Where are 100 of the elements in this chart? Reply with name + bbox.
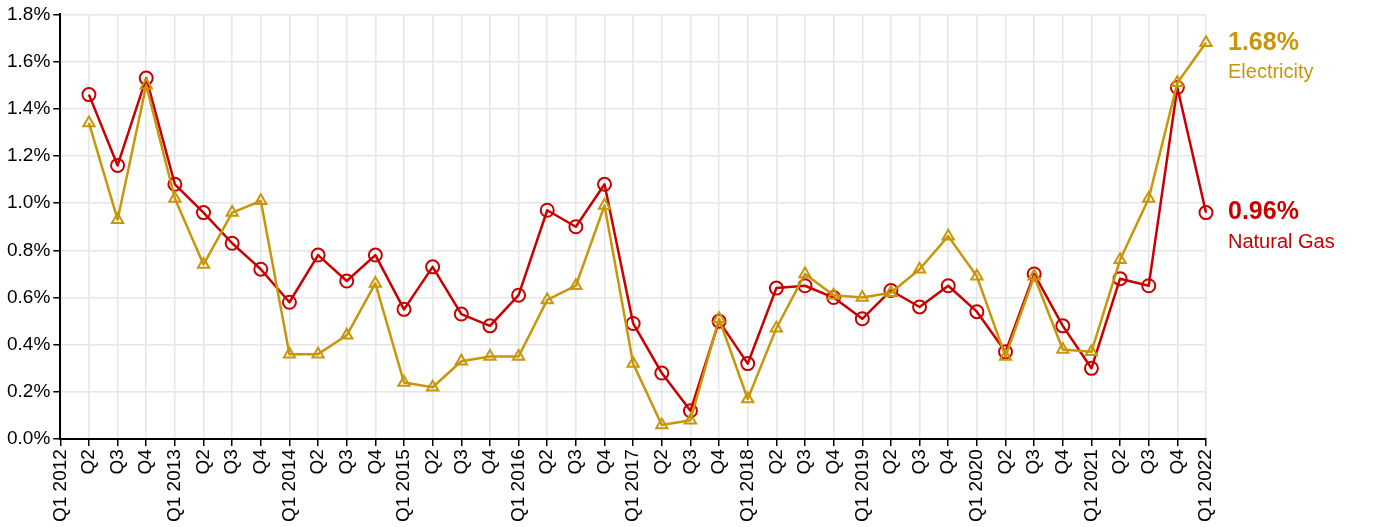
point (682, 403, 698, 419)
x-tick-label: Q1 2018 (735, 449, 757, 523)
series-label: Natural Gas (1228, 230, 1335, 253)
point (453, 306, 469, 322)
point (912, 261, 927, 274)
y-tick-label: 1.6% (6, 49, 51, 71)
data-label: 0.96% (1228, 196, 1299, 225)
x-tick-label: Q4 (1165, 448, 1187, 475)
point (768, 280, 784, 296)
point (196, 205, 212, 221)
y-tick-label: 0.6% (6, 285, 51, 307)
x-tick-label: Q1 2020 (965, 449, 987, 523)
point (626, 356, 640, 368)
point (1056, 341, 1070, 354)
x-tick-label: Q1 2017 (621, 449, 643, 523)
point (827, 287, 841, 300)
point (110, 157, 126, 173)
x-tick-label: Q1 2012 (48, 449, 70, 523)
x-tick-label: Q3 (334, 449, 356, 475)
x-tick-label: Q2 (993, 449, 1015, 475)
x-tick-label: Q2 (879, 449, 901, 475)
point (855, 290, 869, 302)
x-tick-label: Q2 (650, 449, 672, 475)
point (397, 374, 411, 387)
point (167, 176, 183, 192)
y-tick-label: 1.0% (6, 191, 51, 213)
x-tick-label: Q1 2015 (392, 449, 414, 523)
point (339, 273, 355, 289)
point (367, 247, 383, 263)
x-tick-label: Q2 (191, 449, 213, 475)
point (340, 327, 354, 340)
point (970, 268, 984, 281)
point (225, 205, 239, 217)
point (941, 228, 955, 241)
x-tick-label: Q4 (134, 448, 156, 475)
y-tick-label: 0.0% (6, 427, 51, 449)
point (511, 287, 527, 303)
point (396, 301, 412, 317)
series-label: Electricity (1228, 60, 1314, 83)
point (139, 77, 153, 90)
point (511, 349, 526, 361)
point (81, 87, 97, 103)
x-tick-label: Q3 (564, 449, 586, 475)
point (1199, 35, 1213, 47)
x-tick-label: Q2 (420, 449, 442, 475)
y-tick-label: 1.2% (6, 144, 51, 166)
point (797, 278, 813, 294)
point (425, 259, 441, 275)
point (1113, 252, 1127, 265)
point (368, 275, 382, 288)
point (912, 299, 928, 315)
point (454, 353, 468, 366)
point (482, 318, 498, 334)
point (281, 294, 297, 310)
data-label: 1.68% (1228, 26, 1299, 55)
point (998, 344, 1013, 360)
point (740, 356, 756, 372)
x-tick-label: Q4 (936, 448, 958, 475)
point (625, 315, 641, 331)
point (1142, 190, 1156, 203)
point (597, 176, 613, 192)
x-tick-label: Q3 (220, 449, 242, 475)
x-tick-label: Q2 (306, 449, 328, 475)
point (1198, 205, 1214, 221)
point (196, 257, 211, 269)
x-tick-label: Q2 (535, 449, 557, 475)
x-tick-label: Q2 (1108, 449, 1130, 475)
point (655, 417, 669, 430)
x-tick-label: Q4 (363, 448, 385, 475)
point (539, 202, 555, 218)
point (683, 412, 698, 425)
point (138, 70, 154, 86)
x-tick-label: Q4 (821, 448, 843, 475)
point (1084, 344, 1099, 357)
point (282, 346, 297, 359)
x-tick-label: Q3 (105, 449, 127, 475)
x-tick-label: Q4 (592, 448, 614, 475)
x-tick-label: Q3 (793, 449, 815, 475)
point (224, 235, 240, 251)
point (1170, 75, 1184, 88)
x-tick-label: Q3 (907, 449, 929, 475)
point (168, 190, 182, 203)
x-tick-label: Q2 (77, 449, 99, 475)
point (826, 290, 842, 306)
y-tick-label: 1.4% (6, 97, 51, 119)
point (940, 278, 956, 294)
point (1141, 278, 1157, 294)
x-tick-label: Q3 (1136, 449, 1158, 475)
point (568, 219, 584, 235)
point (254, 193, 268, 206)
point (741, 391, 755, 404)
x-tick-label: Q1 2022 (1194, 449, 1216, 523)
x-tick-label: Q2 (764, 449, 786, 475)
point (712, 311, 726, 324)
point (711, 313, 727, 329)
point (82, 115, 96, 128)
x-tick-label: Q4 (249, 448, 271, 475)
x-tick-label: Q1 2019 (850, 449, 872, 523)
point (597, 198, 612, 210)
point (311, 346, 325, 359)
